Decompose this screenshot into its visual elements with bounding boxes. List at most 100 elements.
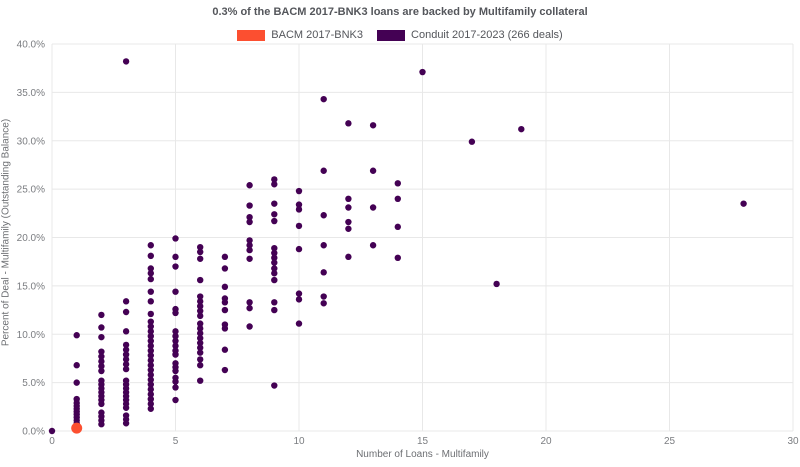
data-point-conduit <box>172 332 179 340</box>
data-point-conduit <box>320 242 327 249</box>
legend: BACM 2017-BNK3 Conduit 2017-2023 (266 de… <box>0 27 800 43</box>
data-point-conduit <box>147 371 154 379</box>
data-point-conduit <box>740 200 747 207</box>
data-point-conduit <box>394 254 401 262</box>
data-point-conduit <box>221 253 229 261</box>
data-point-conduit <box>98 348 105 355</box>
data-point-conduit <box>147 362 154 369</box>
data-point-conduit <box>345 253 352 261</box>
data-point-conduit <box>221 265 229 272</box>
data-point-conduit <box>147 386 154 393</box>
data-point-conduit <box>271 211 278 218</box>
x-tick-label: 5 <box>173 436 179 447</box>
data-point-conduit <box>197 330 204 337</box>
data-point-conduit <box>271 270 278 277</box>
data-point-conduit <box>246 323 253 330</box>
data-point-conduit <box>147 395 154 403</box>
data-point-conduit <box>295 222 303 230</box>
data-point-conduit <box>172 367 179 375</box>
data-point-conduit <box>197 248 204 256</box>
data-point-conduit <box>147 400 154 408</box>
legend-item-bacm[interactable]: BACM 2017-BNK3 <box>237 29 363 41</box>
data-point-conduit <box>271 382 278 389</box>
data-point-conduit <box>147 376 154 383</box>
data-point-conduit <box>197 293 204 300</box>
data-point-conduit <box>172 263 179 270</box>
data-point-conduit <box>394 195 401 202</box>
data-point-conduit <box>295 320 303 327</box>
data-point-conduit <box>172 342 179 350</box>
data-point-conduit <box>147 323 154 330</box>
data-point-conduit <box>147 352 154 359</box>
data-point-conduit <box>172 235 179 242</box>
data-point-conduit <box>98 324 105 331</box>
data-point-conduit <box>246 182 253 189</box>
data-point-conduit <box>369 242 377 249</box>
data-point-conduit <box>98 362 105 370</box>
data-point-conduit <box>147 405 154 412</box>
data-point-conduit <box>122 298 130 305</box>
data-point-conduit <box>147 310 154 318</box>
data-point-conduit <box>122 308 130 316</box>
data-point-conduit <box>122 341 130 349</box>
data-point-conduit <box>295 296 303 303</box>
y-tick-label: 5.0% <box>22 378 45 389</box>
data-point-conduit <box>172 351 179 358</box>
data-point-conduit <box>246 218 253 226</box>
data-point-conduit <box>122 58 130 65</box>
data-point-conduit <box>122 346 130 353</box>
data-point-conduit <box>246 246 253 254</box>
data-point-conduit <box>147 275 154 283</box>
data-point-conduit <box>246 255 253 262</box>
data-point-bacm <box>71 422 83 434</box>
data-point-conduit <box>295 206 303 213</box>
legend-item-conduit[interactable]: Conduit 2017-2023 (266 deals) <box>377 29 563 41</box>
y-tick-label: 40.0% <box>17 40 45 51</box>
data-point-conduit <box>271 306 278 314</box>
data-point-conduit <box>197 362 204 369</box>
data-point-conduit <box>147 381 154 388</box>
data-point-conduit <box>271 181 278 188</box>
data-point-conduit <box>197 302 204 310</box>
x-tick-label: 10 <box>293 436 305 447</box>
data-point-conduit <box>221 366 229 374</box>
data-point-conduit <box>122 356 130 363</box>
data-point-conduit <box>221 346 229 353</box>
data-point-conduit <box>246 202 253 209</box>
data-point-conduit <box>345 195 352 202</box>
data-point-conduit <box>73 362 80 369</box>
x-tick-label: 15 <box>417 436 429 447</box>
data-point-conduit <box>345 204 352 211</box>
legend-label-conduit: Conduit 2017-2023 (266 deals) <box>411 29 563 41</box>
legend-swatch-conduit-icon <box>377 29 406 41</box>
y-tick-label: 0.0% <box>22 427 45 438</box>
y-tick-label: 35.0% <box>17 88 45 99</box>
data-point-conduit <box>122 328 130 335</box>
data-point-conduit <box>197 344 204 351</box>
data-point-conduit <box>172 378 179 385</box>
data-point-conduit <box>197 349 204 356</box>
data-point-conduit <box>197 255 204 262</box>
data-point-conduit <box>73 332 80 339</box>
data-point-conduit <box>271 299 278 306</box>
data-point-conduit <box>419 68 426 76</box>
data-point-conduit <box>271 200 278 207</box>
data-point-conduit <box>147 288 154 295</box>
data-point-conduit <box>345 120 352 127</box>
data-point-conduit <box>394 180 401 187</box>
data-point-conduit <box>246 242 253 249</box>
data-point-conduit <box>48 427 56 435</box>
data-point-conduit <box>369 204 377 211</box>
data-point-conduit <box>320 269 327 276</box>
data-point-conduit <box>172 396 179 404</box>
data-point-conduit <box>147 347 154 354</box>
y-tick-label: 20.0% <box>17 233 45 244</box>
data-point-conduit <box>172 309 179 317</box>
data-point-conduit <box>295 245 303 253</box>
data-point-conduit <box>197 334 204 342</box>
data-point-conduit <box>221 299 229 306</box>
data-point-conduit <box>369 167 377 174</box>
data-point-conduit <box>369 122 377 129</box>
x-tick-label: 30 <box>787 436 799 447</box>
